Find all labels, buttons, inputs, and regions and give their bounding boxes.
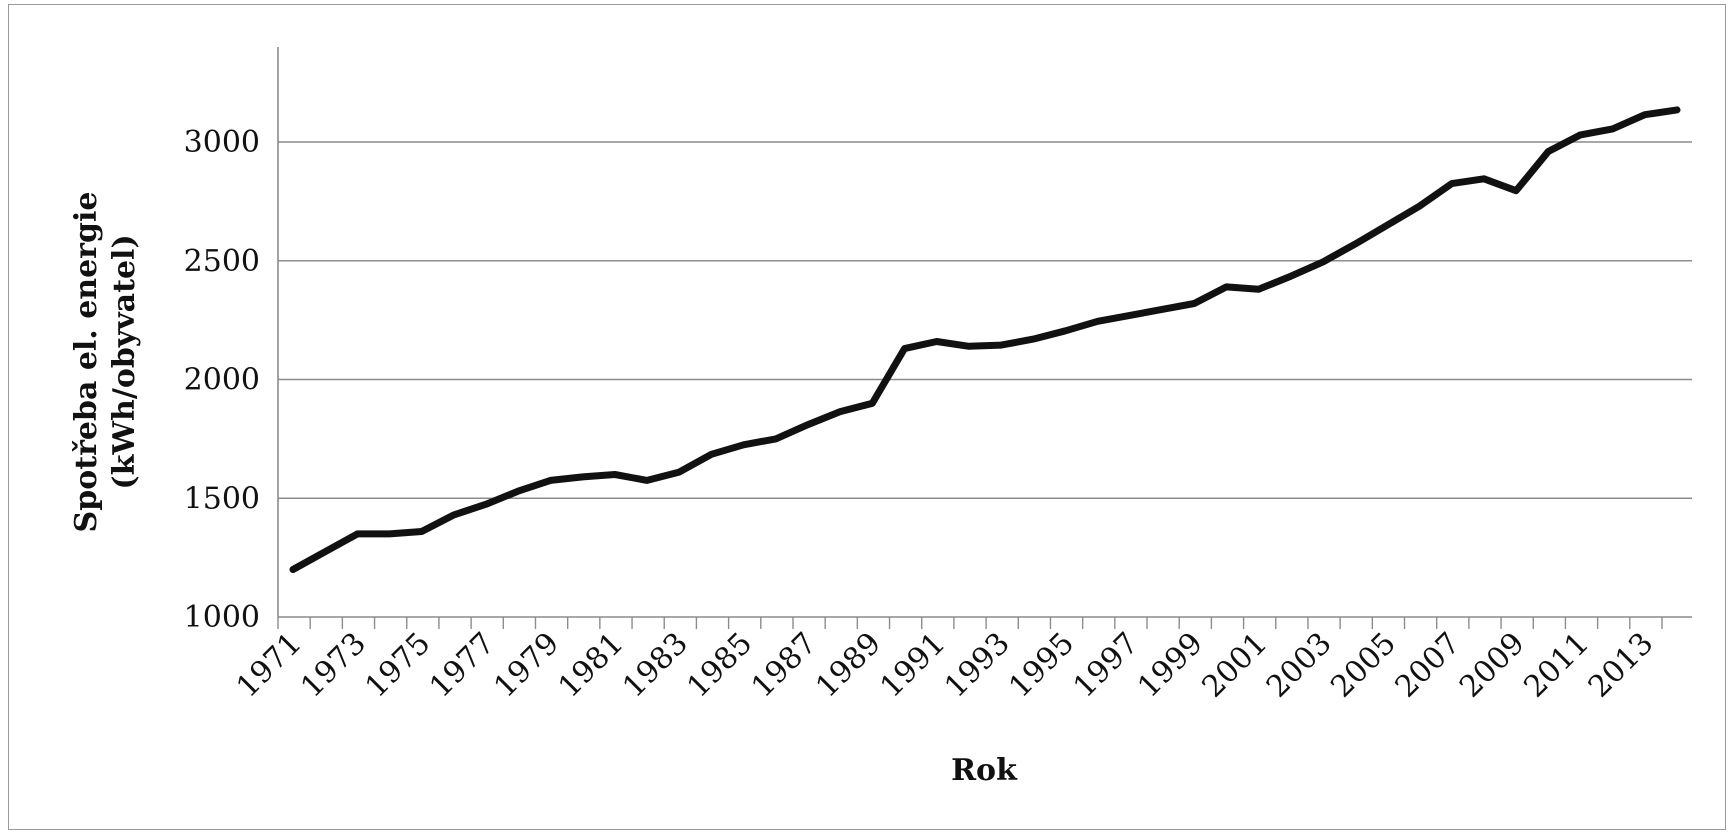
x-tick-label: 1975 (359, 626, 438, 705)
x-tick-label: 2001 (1195, 626, 1274, 705)
x-axis-title: Rok (951, 753, 1018, 788)
x-tick-label: 1987 (745, 626, 824, 705)
x-tick-label: 2009 (1453, 626, 1532, 705)
y-tick-label: 3000 (184, 125, 260, 160)
x-tick-label: 2007 (1389, 626, 1468, 705)
x-tick-label: 2011 (1517, 626, 1596, 705)
y-tick-labels: 1000 1500 2000 2500 3000 (184, 125, 260, 635)
y-axis-title-line2: (kWh/obyvatel) (107, 234, 142, 489)
x-tick-label: 1981 (552, 626, 631, 705)
x-tick-label: 1993 (938, 626, 1017, 705)
x-tick-label: 1995 (1002, 626, 1081, 705)
x-tick-label: 1989 (809, 626, 888, 705)
x-tick-label: 1973 (294, 626, 373, 705)
x-tick-label: 1999 (1131, 626, 1210, 705)
x-tick-label: 1979 (487, 626, 566, 705)
gridlines (278, 141, 1692, 499)
y-tick-label: 2500 (184, 244, 260, 279)
x-tick-label: 2013 (1582, 626, 1661, 705)
y-tick-label: 1500 (184, 481, 260, 516)
y-tick-label: 2000 (184, 363, 260, 398)
x-tick-label: 1997 (1067, 626, 1146, 705)
axes (277, 47, 1692, 629)
x-tick-label: 1985 (681, 626, 760, 705)
x-tick-label: 2003 (1260, 626, 1339, 705)
y-axis-title: Spotřeba el. energie (kWh/obyvatel) (69, 192, 142, 533)
y-axis-title-line1: Spotřeba el. energie (69, 192, 104, 533)
series-line-path (289, 106, 1681, 573)
series-line (289, 106, 1681, 573)
x-tick-label: 1971 (230, 626, 309, 705)
x-tick-label: 1983 (616, 626, 695, 705)
x-tick-label: 1977 (423, 626, 502, 705)
x-tick-label: 1991 (874, 626, 953, 705)
x-tick-labels: 1971197319751977197919811983198519871989… (230, 626, 1661, 705)
x-tick-label: 2005 (1324, 626, 1403, 705)
y-tick-label: 1000 (184, 600, 260, 635)
